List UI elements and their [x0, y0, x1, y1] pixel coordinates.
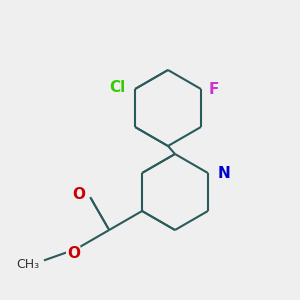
Text: O: O	[72, 187, 85, 202]
Text: F: F	[209, 82, 219, 97]
Text: CH₃: CH₃	[16, 258, 39, 271]
Text: O: O	[67, 247, 80, 262]
Text: N: N	[218, 166, 231, 181]
Text: Cl: Cl	[109, 80, 125, 94]
